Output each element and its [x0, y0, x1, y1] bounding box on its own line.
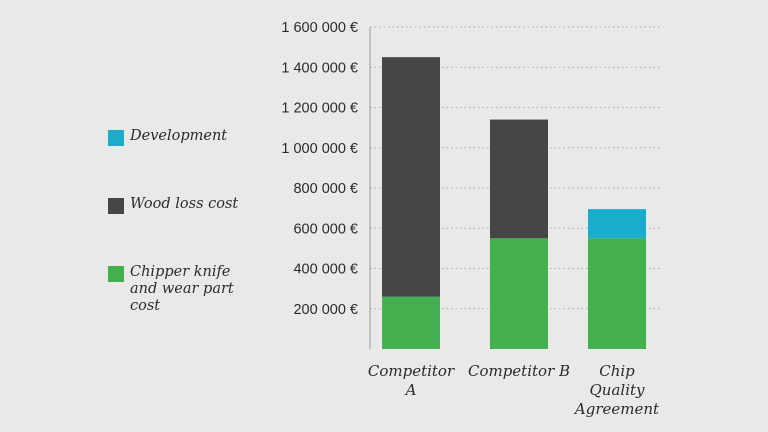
- legend-swatch-development: [108, 130, 124, 146]
- y-tick-label: 1 600 000 €: [281, 20, 358, 36]
- y-tick-label: 800 000 €: [293, 181, 358, 197]
- y-tick-label: 1 400 000 €: [281, 60, 358, 76]
- y-tick-label: 400 000 €: [293, 262, 358, 278]
- legend-label-wood-loss: Wood loss cost: [130, 196, 239, 212]
- y-axis-tick-labels: 200 000 € 400 000 € 600 000 € 800 000 € 1 00…: [281, 20, 358, 318]
- bar-segment: [382, 57, 440, 297]
- y-tick-label: 1 000 000 €: [281, 141, 358, 157]
- bar-segment: [382, 296, 440, 349]
- legend-swatch-wood-loss: [108, 198, 124, 214]
- bars: [382, 57, 646, 349]
- bar-segment: [490, 119, 548, 239]
- legend-label-chipper-knife: Chipper knife and wear part cost: [130, 264, 234, 314]
- y-tick-label: 200 000 €: [293, 302, 358, 318]
- category-labels: Competitor A Competitor B Chip Quality Agreem…: [368, 362, 660, 418]
- category-label: Chip Quality Agreement: [573, 362, 660, 418]
- category-label: Competitor A: [368, 362, 455, 399]
- legend-item-chipper-knife: Chipper knife and wear part cost: [108, 264, 234, 315]
- bar-segment: [588, 209, 646, 239]
- category-label: Competitor B: [468, 362, 570, 380]
- bar-segment: [490, 238, 548, 349]
- y-tick-label: 600 000 €: [293, 221, 358, 237]
- legend-label-development: Development: [130, 128, 228, 144]
- y-tick-label: 1 200 000 €: [281, 101, 358, 117]
- legend-item-wood-loss: Wood loss cost: [108, 196, 238, 214]
- legend-swatch-chipper-knife: [108, 266, 124, 282]
- bar-segment: [588, 238, 646, 349]
- legend-item-development: Development: [108, 128, 227, 146]
